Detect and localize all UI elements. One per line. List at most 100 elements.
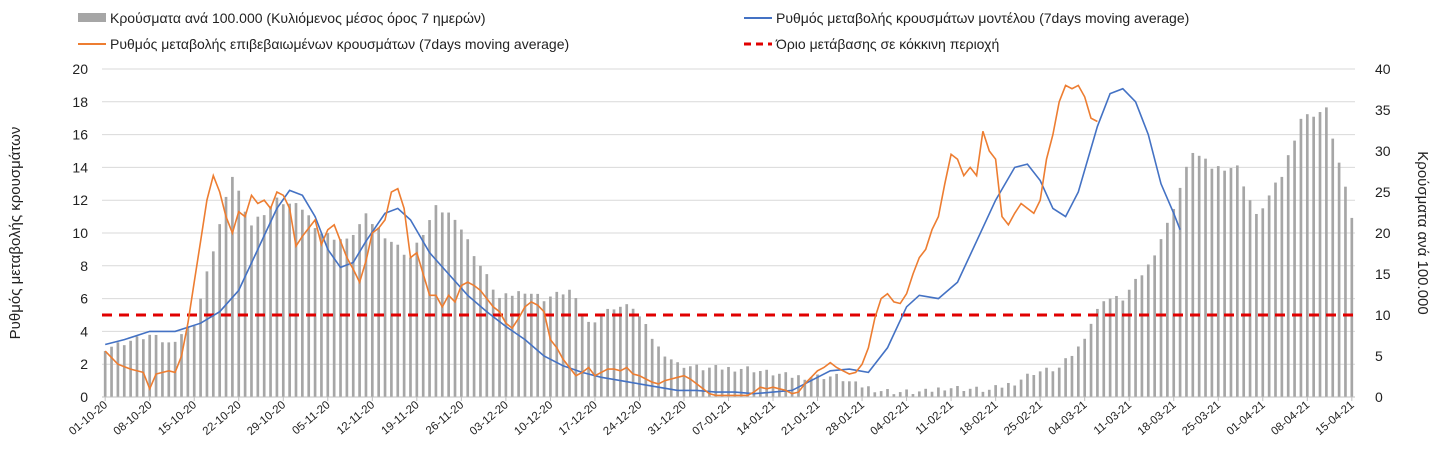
case-bars [103,107,1354,398]
case-bar [848,381,851,397]
case-bar [479,265,482,397]
case-bar [650,338,654,397]
case-bar [886,389,889,397]
case-bar [1280,176,1284,397]
case-bar [937,387,940,397]
case-bar [631,308,635,397]
case-bar [440,212,444,397]
case-bar [1312,116,1315,397]
case-bar [555,291,559,397]
case-bar [320,233,323,397]
right-tick-label: 20 [1375,225,1391,241]
case-bar [472,256,476,397]
left-axis-title: Ρυθμός μεταβολής κρουσμάτων [7,127,24,340]
case-bar [962,391,966,397]
right-tick-label: 0 [1375,389,1383,405]
case-bar [224,196,228,397]
case-bar [1096,308,1099,397]
case-bar [1261,208,1265,397]
case-bar [1007,382,1010,397]
x-tick-label: 08-10-20 [112,399,155,438]
case-bar [701,370,705,397]
case-bar [466,239,470,397]
case-bar [1235,165,1239,397]
case-bar [332,239,336,397]
case-bar [1115,295,1118,397]
right-tick-label: 15 [1375,266,1391,282]
case-bar [167,342,171,397]
case-bar [593,322,597,397]
case-bar [803,379,807,397]
x-tick-label: 01-10-20 [67,399,110,438]
case-bar [313,228,317,397]
left-tick-label: 18 [72,94,88,110]
case-bar [275,197,279,397]
case-bar [682,367,686,397]
x-tick-label: 18-02-21 [958,399,1001,438]
case-bar [739,368,743,397]
legend-bars-label: Κρούσματα ανά 100.000 (Κυλιόμενος μέσος … [110,10,486,26]
case-bar [898,392,902,397]
case-bar [491,289,495,397]
case-bar [231,176,234,397]
case-bar [1038,371,1042,397]
case-bar [771,375,775,397]
right-tick-label: 35 [1375,102,1391,118]
case-bar [765,369,768,397]
case-bar [1108,298,1112,397]
case-bar [135,336,139,397]
case-bar [1032,375,1036,397]
case-bar [625,304,629,397]
case-bar [199,298,202,397]
case-bar [173,341,177,397]
case-bar [1286,155,1290,397]
case-bar [873,392,877,397]
x-tick-label: 11-03-21 [1092,399,1134,437]
case-bar [1255,213,1258,397]
legend-bars-swatch [78,13,106,22]
case-bar [517,291,520,397]
case-bar [790,377,794,397]
case-bar [460,229,463,397]
case-bar [1331,138,1335,398]
case-bar [294,203,298,397]
case-bar [911,394,915,397]
case-bar [1344,186,1347,397]
case-bar [1293,140,1296,397]
case-bar [867,386,870,397]
x-tick-label: 12-11-20 [335,399,377,437]
left-tick-label: 8 [80,258,88,274]
case-bar [1337,162,1341,397]
case-bar [256,216,260,397]
case-bar [568,289,571,397]
case-bar [211,251,215,397]
case-bar [956,386,959,397]
case-bar [1153,255,1156,397]
right-axis-title: Κρούσματα ανά 100.000 [1414,151,1431,314]
right-tick-label: 25 [1375,184,1391,200]
legend-confirmed-label: Ρυθμός μεταβολής επιβεβαιωμένων κρουσμάτ… [110,36,569,52]
x-tick-label: 18-03-21 [1136,399,1179,438]
case-bar [1299,118,1303,397]
case-bar [1134,278,1137,397]
case-bar [797,375,800,397]
case-bar [370,224,374,397]
x-tick-label: 31-12-20 [646,399,689,438]
case-bar [695,364,699,397]
case-bar [612,309,616,397]
case-bar [657,346,660,397]
case-bar [192,325,196,397]
case-bar [835,373,838,397]
left-tick-label: 16 [72,127,88,143]
case-bar [644,324,648,397]
case-bar [1121,300,1125,397]
case-bar [663,356,667,397]
left-tick-label: 10 [72,225,88,241]
case-bar [892,394,896,397]
case-bar [1070,355,1074,397]
case-bar [917,391,921,397]
case-bar [421,234,425,397]
case-bar [1223,170,1226,397]
case-bar [498,297,501,397]
